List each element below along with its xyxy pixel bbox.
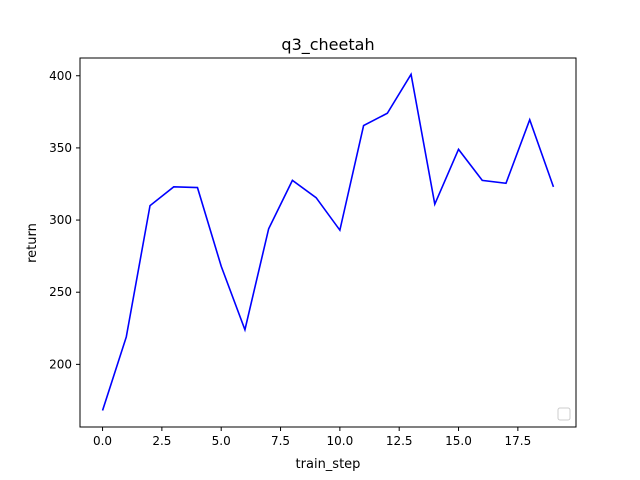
x-tick-label: 12.5 — [386, 434, 413, 448]
x-axis-label: train_step — [296, 457, 361, 472]
x-tick-label: 0.0 — [93, 434, 112, 448]
plot-frame — [79, 57, 577, 428]
x-tick-label: 15.0 — [445, 434, 472, 448]
y-tick-label: 200 — [49, 357, 72, 371]
series-layer — [101, 72, 555, 411]
x-tick-label: 2.5 — [152, 434, 171, 448]
axis-ticks: 0.0 2.5 5.0 7.5 10.0 12.5 15.0 17.5 200 250 300 350… — [49, 69, 531, 448]
series-line — [101, 72, 555, 411]
y-tick-label: 300 — [49, 213, 72, 227]
x-tick-label: 17.5 — [504, 434, 531, 448]
x-tick-label: 7.5 — [271, 434, 290, 448]
y-axis-label: return — [25, 223, 40, 263]
legend-box — [557, 407, 571, 421]
x-tick-label: 10.0 — [327, 434, 354, 448]
x-tick-label: 5.0 — [212, 434, 231, 448]
y-tick-label: 250 — [49, 285, 72, 299]
y-tick-label: 400 — [49, 69, 72, 83]
y-tick-label: 350 — [49, 141, 72, 155]
chart-title: q3_cheetah — [281, 35, 374, 55]
